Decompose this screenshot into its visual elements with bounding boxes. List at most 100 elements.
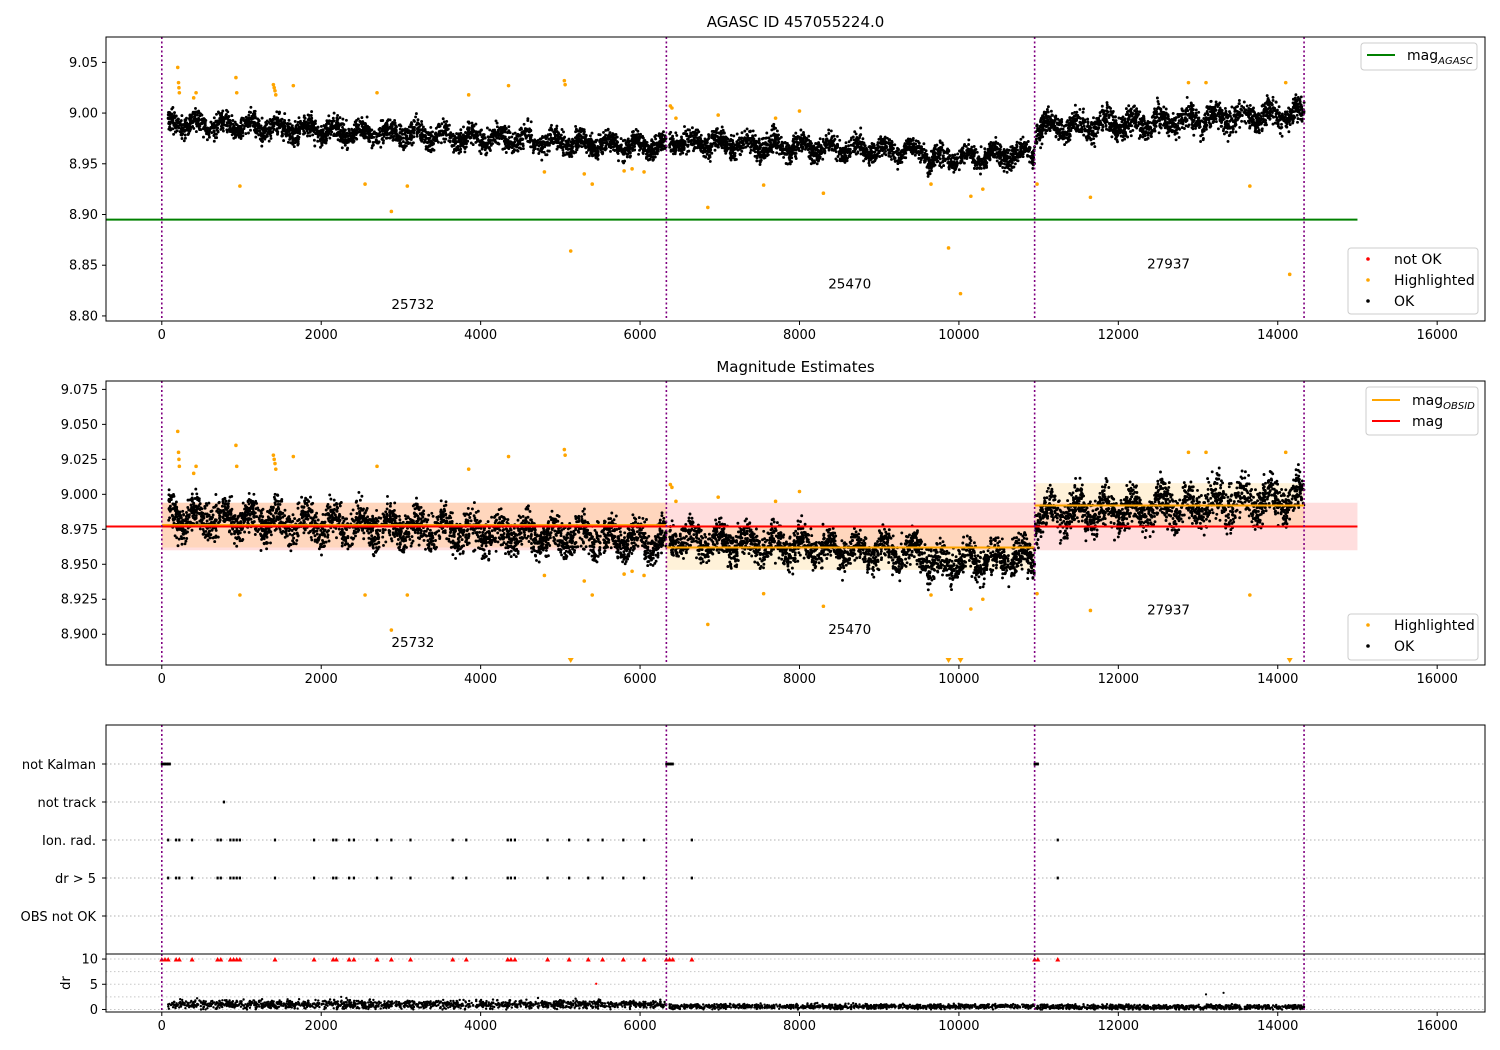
ok-point [509, 140, 512, 144]
ok-point [412, 126, 416, 130]
ok-point [490, 132, 494, 136]
ok-point [205, 138, 209, 142]
ok-point [433, 132, 437, 136]
ok-point [512, 148, 516, 152]
ok-point [1018, 152, 1022, 156]
ok-point [872, 146, 876, 150]
ok-point [737, 138, 740, 142]
ok-point [518, 138, 522, 142]
ok-point [884, 145, 888, 149]
ok-point [321, 140, 325, 144]
ok-point [820, 146, 824, 150]
ok-point [365, 115, 369, 119]
ok-point [382, 139, 385, 143]
ok-point [412, 135, 416, 139]
ok-point [649, 153, 653, 157]
ok-point [316, 125, 320, 129]
ok-point [774, 142, 777, 146]
ok-point [569, 152, 573, 156]
ok-point [865, 155, 869, 159]
ok-point [606, 127, 610, 131]
ok-point [859, 126, 863, 130]
ok-point [688, 128, 691, 132]
ok-point [715, 139, 719, 142]
ok-point [312, 126, 316, 130]
ok-point [442, 120, 446, 124]
ok-point [569, 140, 573, 144]
ok-point [833, 137, 837, 141]
ok-point [420, 120, 424, 123]
ok-point [587, 146, 591, 150]
ok-point [170, 118, 174, 122]
ok-point [720, 125, 724, 129]
ok-point [371, 143, 375, 147]
ok-point [244, 132, 248, 136]
ok-point [982, 166, 986, 170]
ok-point [692, 149, 695, 153]
ok-point [522, 122, 526, 126]
ok-point [636, 132, 640, 136]
ok-point [757, 152, 761, 156]
ok-point [452, 150, 456, 154]
ok-point [242, 119, 246, 122]
ok-point [391, 136, 395, 139]
ok-point [998, 150, 1002, 154]
ok-point [239, 133, 243, 137]
ok-point [169, 127, 173, 131]
ok-point [271, 124, 275, 128]
ok-point [1005, 165, 1009, 169]
ok-point [253, 114, 257, 118]
ok-point [824, 145, 828, 149]
ok-point [669, 130, 673, 134]
ok-point [965, 148, 969, 152]
ok-point [914, 149, 918, 153]
ok-point [453, 135, 457, 139]
ok-point [646, 158, 650, 162]
ok-point [472, 129, 476, 133]
ok-point [513, 131, 517, 135]
ok-point [280, 124, 283, 128]
ok-point [929, 163, 933, 167]
ok-point [253, 109, 257, 113]
ok-point [973, 148, 977, 152]
ok-point [281, 127, 285, 131]
ok-point [558, 144, 562, 148]
ok-point [186, 122, 190, 126]
ok-point [214, 125, 218, 129]
ok-point [897, 151, 901, 155]
ok-point [948, 164, 952, 168]
ok-point [269, 134, 273, 138]
ok-point [599, 148, 603, 152]
ok-point [495, 125, 499, 129]
ok-point [633, 141, 637, 145]
ok-point [421, 135, 425, 138]
ok-point [547, 137, 551, 141]
ok-point [594, 152, 597, 156]
ok-point [733, 143, 736, 147]
ok-point [555, 147, 559, 151]
ok-point [717, 140, 721, 144]
ok-point [612, 148, 615, 152]
ok-point [624, 148, 628, 152]
ok-point [740, 131, 744, 135]
ok-point [247, 113, 251, 117]
ok-point [332, 134, 336, 138]
ok-point [459, 147, 463, 151]
ok-point [335, 120, 339, 124]
ok-point [654, 142, 658, 146]
ok-point [548, 133, 552, 137]
ok-point [307, 118, 311, 122]
ok-point [283, 112, 287, 116]
ok-point [593, 146, 597, 149]
ok-point [856, 150, 860, 154]
ok-point [825, 142, 828, 146]
ok-point [593, 140, 597, 144]
ok-point [498, 126, 502, 130]
ok-point [848, 151, 852, 155]
ok-point [543, 135, 547, 139]
ok-point [669, 149, 673, 153]
ok-point [287, 118, 291, 122]
ok-point [186, 133, 190, 136]
ok-point [943, 151, 947, 155]
ok-point [403, 130, 407, 134]
